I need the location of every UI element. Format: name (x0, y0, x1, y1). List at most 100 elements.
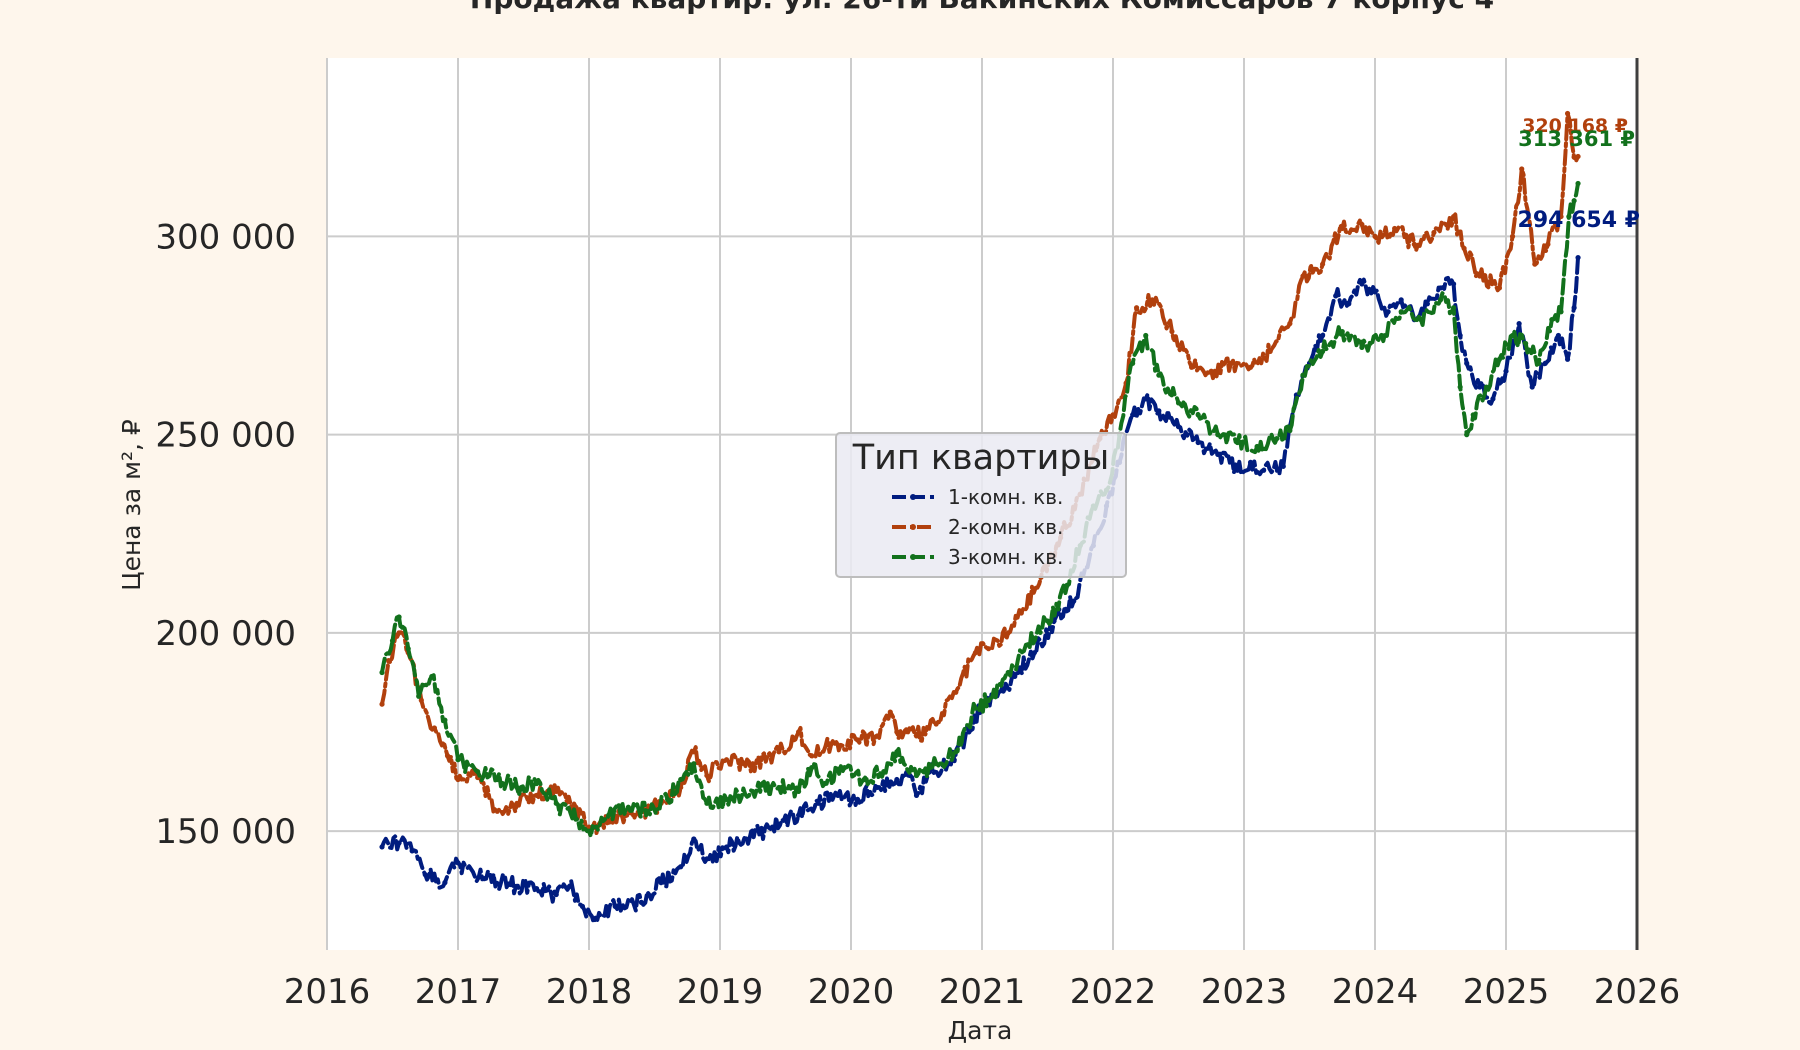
data-point (691, 761, 697, 767)
data-point (854, 796, 861, 802)
data-point (1320, 261, 1326, 267)
data-point (1005, 669, 1011, 676)
data-point (1536, 360, 1542, 366)
data-point (678, 864, 684, 870)
data-point (475, 769, 481, 775)
data-point (1431, 229, 1437, 236)
data-point (592, 915, 599, 921)
data-point (1372, 233, 1378, 239)
data-point (723, 796, 730, 802)
legend-marker (910, 524, 916, 530)
data-point (1378, 332, 1385, 339)
data-point (1575, 153, 1581, 160)
data-point (1509, 233, 1516, 239)
data-point (1496, 356, 1503, 362)
data-point (625, 804, 631, 810)
data-point (1398, 309, 1404, 315)
x-tick-label: 2017 (415, 972, 502, 1012)
data-point (1300, 273, 1306, 279)
data-point (750, 761, 756, 767)
y-tick-label: 250 000 (155, 416, 296, 456)
data-point (1031, 650, 1037, 656)
data-point (894, 776, 900, 783)
data-point (442, 880, 448, 886)
data-point (966, 729, 972, 735)
data-point (809, 753, 815, 759)
data-point (691, 836, 697, 842)
data-point (704, 856, 710, 862)
data-point (894, 729, 900, 735)
data-point (422, 872, 428, 878)
data-point (1195, 412, 1201, 418)
data-point (534, 792, 540, 798)
legend-entry: 1-комн. кв. (948, 485, 1063, 509)
data-point (429, 673, 435, 680)
data-point (1339, 328, 1345, 335)
data-point (1143, 396, 1149, 402)
data-point (1411, 241, 1417, 247)
data-point (534, 885, 540, 892)
x-tick-label: 2016 (284, 972, 371, 1012)
data-point (1339, 225, 1345, 232)
x-tick-label: 2019 (677, 972, 764, 1012)
end-value-label: 320 168 ₽ (1522, 115, 1628, 137)
series-lines (379, 110, 1581, 925)
data-point (835, 792, 841, 798)
data-point (1110, 412, 1116, 418)
series-line (380, 181, 1580, 839)
end-value-label: 294 654 ₽ (1518, 208, 1640, 233)
data-point (723, 757, 730, 763)
data-point (481, 876, 487, 882)
y-tick-label: 150 000 (155, 812, 296, 852)
data-point (1545, 241, 1551, 247)
data-point (704, 772, 710, 779)
data-point (854, 737, 861, 743)
data-point (534, 780, 540, 787)
data-point (1346, 301, 1352, 307)
data-point (1523, 340, 1529, 347)
legend-entry: 3-комн. кв. (948, 545, 1063, 569)
data-point (1519, 166, 1525, 172)
data-point (1274, 435, 1280, 442)
data-point (1398, 297, 1404, 303)
data-point (776, 749, 782, 755)
legend: Тип квартиры 1-комн. кв. 2-комн. кв. 3-комн… (835, 432, 1127, 578)
data-point (1044, 618, 1051, 624)
data-point (972, 705, 979, 711)
data-point (638, 899, 645, 906)
data-point (1234, 439, 1241, 446)
data-point (514, 800, 520, 806)
data-point (573, 816, 579, 822)
data-point (1359, 281, 1365, 287)
data-point (1575, 254, 1581, 261)
data-point (1012, 673, 1018, 680)
data-point (586, 828, 592, 834)
data-point (1130, 360, 1136, 366)
data-point (1175, 400, 1182, 406)
legend-marker (910, 494, 916, 500)
data-point (1477, 273, 1483, 279)
data-point (1280, 463, 1286, 469)
data-point (1571, 305, 1577, 311)
x-tick-label: 2023 (1201, 972, 1288, 1012)
legend-marker (910, 554, 916, 560)
data-point (796, 729, 802, 735)
data-point (553, 891, 559, 898)
data-point (1461, 245, 1467, 251)
data-point (416, 693, 422, 699)
series-line (380, 111, 1580, 835)
end-labels: 294 654 ₽ 320 168 ₽313 361 ₽ (1518, 115, 1640, 233)
data-point (1247, 364, 1254, 370)
data-point (579, 903, 586, 909)
data-point (507, 881, 513, 888)
data-point (887, 709, 893, 715)
data-point (1457, 384, 1463, 390)
data-point (409, 848, 415, 854)
data-point (494, 808, 500, 814)
data-point (1451, 281, 1457, 287)
data-point (1156, 408, 1162, 414)
data-point (431, 725, 438, 731)
data-point (1175, 424, 1182, 430)
data-point (1575, 180, 1581, 187)
x-axis-label: Дата (948, 1016, 1013, 1045)
